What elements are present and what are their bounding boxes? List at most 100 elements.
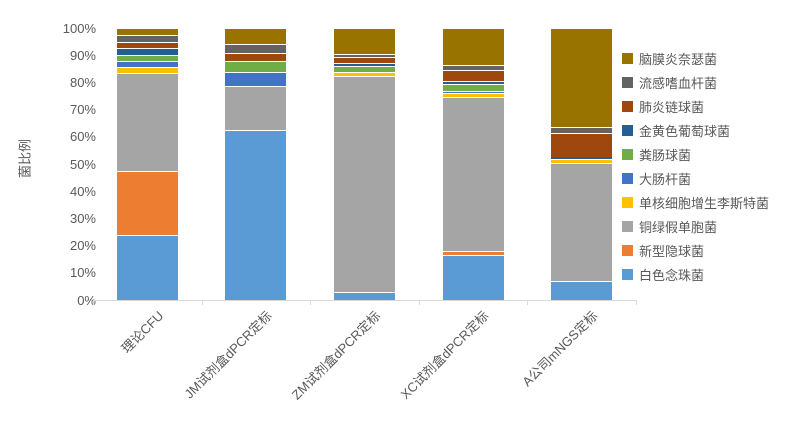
x-axis-tick (636, 300, 637, 305)
bar (551, 28, 613, 300)
bar-segment (116, 72, 178, 171)
bar-segment (551, 162, 613, 281)
legend-item: 白色念珠菌 (622, 267, 705, 283)
bar-segment (442, 83, 504, 91)
legend-item: 粪肠球菌 (622, 147, 692, 163)
bar-segment (334, 75, 395, 292)
bar-segment (551, 280, 613, 300)
y-tick-label: 20% (69, 238, 96, 254)
x-axis-tick (93, 300, 94, 305)
y-tick-label: 80% (69, 74, 96, 90)
legend-swatch-icon (622, 196, 633, 208)
y-tick-label: 90% (69, 47, 96, 63)
bar-segment (225, 86, 287, 130)
bar-segment (442, 97, 504, 252)
bar-segment (442, 251, 504, 256)
bar-segment (116, 34, 178, 42)
bar-segment (225, 52, 287, 61)
bar-segment (334, 66, 395, 72)
x-axis-tick (419, 300, 420, 305)
bar-segment (116, 67, 178, 73)
legend-item: 单核细胞增生李斯特菌 (622, 195, 770, 211)
legend-item: 新型隐球菌 (622, 243, 705, 259)
legend-swatch-icon (622, 220, 633, 232)
x-axis-tick (310, 300, 311, 305)
legend-label: 大肠杆菌 (639, 171, 692, 187)
legend-label: 白色念珠菌 (639, 267, 705, 283)
legend-swatch-icon (622, 100, 633, 112)
bar-segment (551, 158, 613, 163)
bar-segment (334, 53, 395, 57)
bar-segment (225, 130, 287, 300)
bar-segment (334, 28, 395, 54)
bar-segment (334, 63, 395, 67)
bar-segment (116, 48, 178, 56)
legend-swatch-icon (622, 244, 633, 256)
bar-segment (116, 234, 178, 300)
x-category-label: A公司mNGS定标 (519, 308, 601, 390)
legend-item: 肺炎链球菌 (622, 99, 705, 115)
bar-segment (116, 55, 178, 61)
legend-label: 单核细胞增生李斯特菌 (639, 195, 770, 211)
bar-segment (442, 255, 504, 300)
x-category-label: XC试剂盒dPCR定标 (397, 308, 492, 402)
y-tick-label: 60% (69, 129, 96, 145)
legend-swatch-icon (622, 268, 633, 280)
legend-swatch-icon (622, 148, 633, 160)
bar-segment (334, 56, 395, 64)
legend-item: 大肠杆菌 (622, 171, 692, 187)
bar-segment (116, 170, 178, 235)
bar-segment (551, 157, 613, 159)
bar-segment (225, 60, 287, 72)
legend-label: 粪肠球菌 (639, 147, 692, 163)
y-tick-label: 30% (69, 210, 96, 226)
legend-swatch-icon (622, 124, 633, 136)
bar-segment (551, 127, 613, 133)
bar (225, 28, 287, 300)
bar-segment (225, 71, 287, 87)
bar-segment (116, 60, 178, 68)
bar-segment (551, 28, 613, 128)
legend-label: 肺炎链球菌 (639, 99, 705, 115)
legend-item: 金黄色葡萄球菌 (622, 123, 731, 139)
y-tick-label: 100% (62, 20, 96, 36)
bar-segment (442, 93, 504, 98)
x-category-label: JM试剂盒dPCR定标 (181, 308, 275, 402)
bar-segment (442, 28, 504, 65)
y-axis-title: 菌比例 (17, 139, 33, 179)
bar-segment (442, 64, 504, 71)
x-category-label: 理论CFU (118, 308, 167, 357)
x-category-label: ZM试剂盒dPCR定标 (288, 308, 384, 403)
y-tick-label: 0% (77, 292, 96, 308)
x-axis-tick (202, 300, 203, 305)
bar-segment (334, 291, 395, 300)
legend-label: 新型隐球菌 (639, 243, 705, 259)
legend-item: 脑膜炎奈瑟菌 (622, 51, 718, 67)
x-axis-line (93, 300, 637, 301)
bar-segment (225, 44, 287, 53)
y-tick-label: 40% (69, 183, 96, 199)
y-tick-label: 10% (69, 265, 96, 281)
legend-label: 脑膜炎奈瑟菌 (639, 51, 718, 67)
legend-label: 金黄色葡萄球菌 (639, 123, 731, 139)
y-tick-label: 70% (69, 102, 96, 118)
bar-segment (334, 71, 395, 76)
y-tick-label: 50% (69, 156, 96, 172)
bar (116, 28, 178, 300)
bar (334, 28, 395, 300)
bar-segment (116, 41, 178, 49)
bar (442, 28, 504, 300)
legend-label: 流感嗜血杆菌 (639, 75, 718, 91)
legend-label: 铜绿假单胞菌 (639, 219, 718, 235)
bar-segment (442, 90, 504, 94)
legend-swatch-icon (622, 172, 633, 184)
bar-segment (442, 70, 504, 82)
bar-segment (116, 28, 178, 35)
bar-segment (442, 81, 504, 84)
legend-item: 铜绿假单胞菌 (622, 219, 718, 235)
x-axis-tick (527, 300, 528, 305)
legend-item: 流感嗜血杆菌 (622, 75, 718, 91)
bar-segment (225, 28, 287, 45)
legend-swatch-icon (622, 76, 633, 88)
